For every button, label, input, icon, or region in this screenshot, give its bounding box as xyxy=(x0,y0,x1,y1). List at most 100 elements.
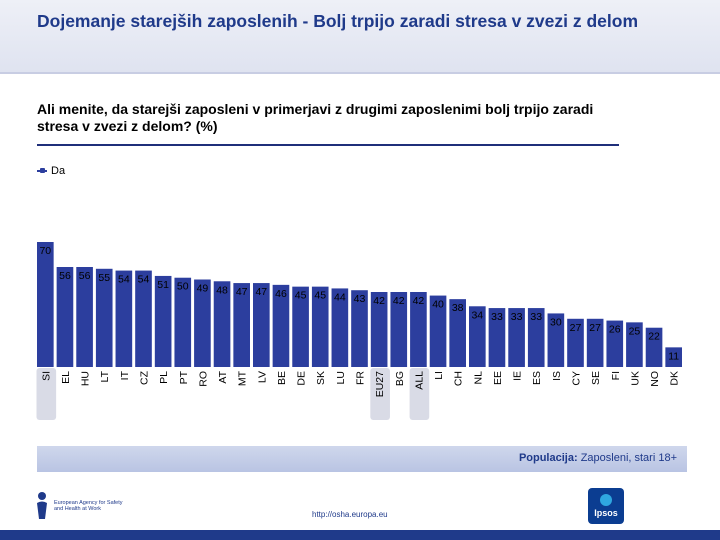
value-label-si: 70 xyxy=(39,245,51,257)
value-label-mt: 47 xyxy=(236,286,248,298)
category-label-pl: PL xyxy=(158,371,170,384)
bar-ro xyxy=(194,279,211,367)
value-label-ie: 33 xyxy=(511,311,523,323)
category-label-no: NO xyxy=(649,371,661,387)
value-label-se: 27 xyxy=(589,322,601,334)
bar-bg xyxy=(390,292,408,367)
population-value: Zaposleni, stari 18+ xyxy=(580,452,677,464)
value-label-ee: 33 xyxy=(491,311,503,323)
value-label-lt: 55 xyxy=(98,272,110,284)
ipsos-logo-text: Ipsos xyxy=(594,508,618,518)
bars-layer xyxy=(37,242,682,367)
category-label-ie: IE xyxy=(512,371,524,381)
category-label-lu: LU xyxy=(335,371,347,384)
bar-li xyxy=(429,295,447,367)
value-label-uk: 25 xyxy=(629,325,641,337)
legend-swatch-icon xyxy=(37,168,47,173)
header-divider xyxy=(0,72,720,74)
category-label-lv: LV xyxy=(256,371,268,383)
bar-nl xyxy=(469,306,486,367)
category-label-hu: HU xyxy=(80,371,92,386)
category-label-sk: SK xyxy=(315,371,327,385)
bar-cz xyxy=(135,270,152,367)
highlight-eu27 xyxy=(370,368,390,420)
question-text: Ali menite, da starejši zaposleni v prim… xyxy=(37,101,594,134)
value-label-cz: 54 xyxy=(138,274,150,286)
bar-ch xyxy=(449,299,466,367)
category-label-se: SE xyxy=(590,371,602,385)
value-labels-layer: 70 56 56 55 54 54 51 50 49 48 47 47 46 45 45 44 43 42 42 42… xyxy=(39,245,679,362)
category-label-it: IT xyxy=(119,370,131,380)
category-label-ee: EE xyxy=(492,371,504,385)
category-label-eu27: EU27 xyxy=(374,371,386,397)
bar-pt xyxy=(174,277,192,367)
category-label-fr: FR xyxy=(355,371,367,385)
category-label-ro: RO xyxy=(197,371,209,387)
bar-eu27 xyxy=(370,292,388,367)
value-label-de: 45 xyxy=(295,290,307,302)
category-label-el: EL xyxy=(60,371,72,384)
value-label-be: 46 xyxy=(275,288,287,300)
osha-logo-text: European Agency for Safety and Health at… xyxy=(54,499,123,513)
value-label-ch: 38 xyxy=(452,302,464,314)
category-label-is: IS xyxy=(551,371,563,381)
category-label-lt: LT xyxy=(99,370,111,382)
category-label-pt: PT xyxy=(178,370,190,384)
value-label-lu: 44 xyxy=(334,291,346,303)
bar-pl xyxy=(154,275,172,367)
value-label-all: 42 xyxy=(413,295,425,307)
value-label-dk: 11 xyxy=(668,350,679,362)
bar-ie xyxy=(508,308,525,367)
category-label-mt: MT xyxy=(237,370,249,386)
population-band: Populacija: Zaposleni, stari 18+ xyxy=(37,446,687,472)
bar-no xyxy=(645,327,663,367)
value-label-ro: 49 xyxy=(197,283,209,295)
bar-hu xyxy=(76,267,93,367)
bar-sk xyxy=(311,286,329,367)
bar-es xyxy=(527,308,545,367)
bar-fr xyxy=(351,290,368,367)
value-label-fi: 26 xyxy=(609,324,621,336)
category-label-fi: FI xyxy=(610,371,622,380)
bar-mt xyxy=(233,283,250,367)
category-label-all: ALL xyxy=(413,371,425,390)
category-label-es: ES xyxy=(531,371,543,385)
bar-cy xyxy=(567,318,584,367)
bar-it xyxy=(115,270,133,367)
value-label-bg: 42 xyxy=(393,295,405,307)
highlight-layer xyxy=(36,368,430,420)
highlight-all xyxy=(409,368,430,420)
value-label-lv: 47 xyxy=(255,286,267,298)
value-label-no: 22 xyxy=(648,331,660,343)
bar-lv xyxy=(253,283,270,367)
bar-el xyxy=(56,267,74,367)
category-label-be: BE xyxy=(276,371,288,385)
highlight-si xyxy=(36,368,57,420)
bar-fi xyxy=(606,320,624,367)
category-label-cy: CY xyxy=(571,371,583,386)
bar-lu xyxy=(331,288,349,367)
bar-be xyxy=(272,284,290,367)
category-label-si: SI xyxy=(40,371,52,381)
category-label-de: DE xyxy=(296,371,308,386)
legend-label: Da xyxy=(51,165,66,177)
bar-is xyxy=(547,313,565,367)
category-label-nl: NL xyxy=(472,371,484,385)
ipsos-logo: Ipsos xyxy=(588,488,624,524)
page-title: Dojemanje starejših zaposlenih - Bolj tr… xyxy=(37,11,639,31)
category-label-dk: DK xyxy=(669,371,681,386)
category-labels-layer: SI EL HU LT IT CZ PL PT RO AT MT LV BE DE SK LU FR EU27 BG… xyxy=(40,370,680,397)
population-text: Populacija: Zaposleni, stari 18+ xyxy=(519,452,677,464)
osha-figure-icon xyxy=(37,492,47,519)
category-label-at: AT xyxy=(217,370,229,383)
footer-url[interactable]: http://osha.europa.eu xyxy=(312,510,388,519)
bar-si xyxy=(37,242,54,367)
value-label-li: 40 xyxy=(432,299,444,311)
value-label-el: 56 xyxy=(59,270,71,282)
value-label-is: 30 xyxy=(550,316,562,328)
value-label-pt: 50 xyxy=(177,281,189,293)
question-underline xyxy=(37,144,619,146)
footer-band xyxy=(0,530,720,540)
value-label-pl: 51 xyxy=(157,279,169,291)
value-label-sk: 45 xyxy=(314,290,326,302)
